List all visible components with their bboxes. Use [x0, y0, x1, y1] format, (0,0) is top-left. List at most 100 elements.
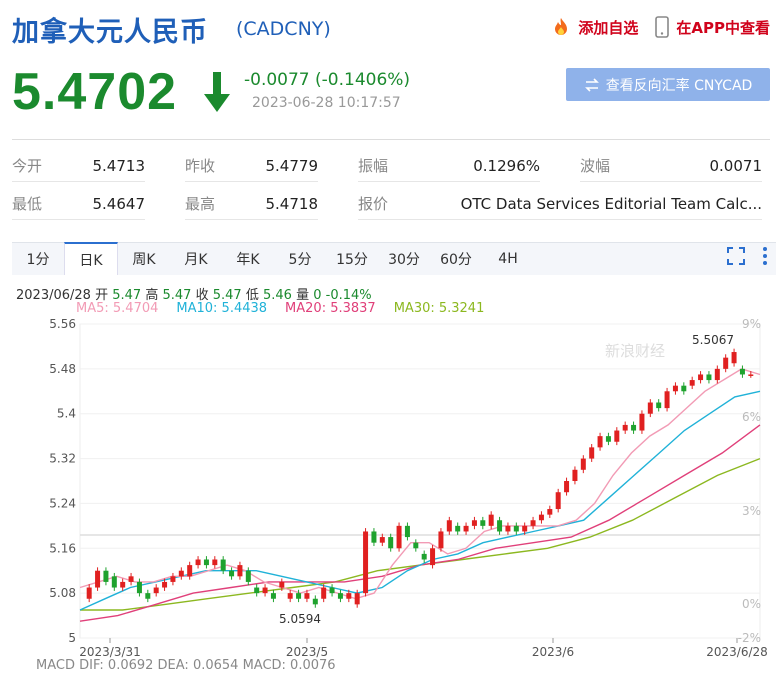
candle-body — [128, 576, 134, 582]
candle-body — [488, 514, 494, 526]
candle-body — [522, 525, 528, 532]
tab-period[interactable]: 15分 — [336, 252, 368, 268]
candle-body — [379, 537, 385, 543]
plot-frame — [79, 323, 761, 639]
ma-legend-item: MA20: 5.3837 — [285, 301, 376, 316]
ma-legend-item: MA30: 5.3241 — [393, 301, 485, 316]
candle-body — [195, 559, 201, 566]
add-watchlist-label: 添加自选 — [578, 18, 639, 37]
x-tick-label: 2023/6/28 — [706, 645, 768, 658]
candle-body — [212, 559, 218, 566]
symbol-code: (CADCNY) — [236, 18, 331, 40]
annotation-low: 5.0594 — [279, 612, 321, 626]
candle-body — [396, 525, 402, 549]
candle-body — [664, 391, 670, 409]
ohlc-close-label: 收 — [195, 288, 209, 303]
candle-body — [589, 447, 595, 459]
tab-period[interactable]: 5分 — [288, 252, 312, 268]
ohlc-high-label: 高 — [145, 288, 159, 303]
candlestick-chart[interactable]: 5.565.485.45.325.245.165.0859%6%3%0%-2%2… — [0, 316, 776, 658]
stat-label: 最高 — [185, 195, 216, 213]
ohlc-summary: 2023/06/28 开 5.47 高 5.47 收 5.47 低 5.46 量… — [16, 284, 372, 303]
candle-body — [538, 514, 544, 521]
candle-body — [706, 374, 712, 381]
divider — [12, 139, 770, 140]
candle-body — [337, 593, 343, 599]
fire-icon — [555, 18, 568, 35]
stat-label: 今开 — [12, 157, 43, 175]
candle-body — [723, 357, 729, 369]
candle-body — [95, 570, 101, 588]
candle-body — [304, 593, 310, 599]
candle-body — [614, 430, 620, 442]
candle-body — [220, 559, 226, 571]
arrow-down-icon — [204, 72, 230, 112]
y-right-tick-label: 3% — [742, 504, 761, 518]
y-tick-label: 5.24 — [49, 496, 76, 510]
tab-period[interactable]: 60分 — [440, 252, 472, 268]
stat-low: 最低 5.4647 — [12, 189, 145, 220]
candle-body — [136, 581, 142, 594]
candle-body — [672, 385, 678, 392]
chart-tools — [726, 246, 768, 266]
fullscreen-icon[interactable] — [726, 246, 746, 266]
stat-value: 5.4713 — [92, 156, 146, 175]
y-tick-label: 5.56 — [49, 317, 76, 331]
stat-quote-source: 报价 OTC Data Services Editorial Team Calc.… — [358, 189, 762, 220]
ohlc-open-label: 开 — [95, 288, 109, 303]
candle-body — [631, 424, 637, 431]
y-right-tick-label: 9% — [742, 317, 761, 331]
candle-body — [639, 413, 645, 431]
candle-body — [388, 537, 394, 549]
stat-value: 5.4718 — [265, 194, 319, 213]
quote-time: 2023-06-28 10:17:57 — [252, 95, 401, 111]
ma-legend-item: MA5: 5.4704 — [76, 301, 159, 316]
tab-period[interactable]: 年K — [236, 252, 260, 268]
tab-period[interactable]: 周K — [132, 252, 156, 268]
ohlc-date: 2023/06/28 — [16, 288, 91, 303]
add-watchlist-button[interactable]: 添加自选 — [550, 16, 638, 38]
candle-body — [86, 587, 92, 599]
tab-period[interactable]: 月K — [184, 252, 208, 268]
candle-body — [312, 598, 318, 605]
reverse-rate-button[interactable]: 查看反向汇率 CNYCAD — [566, 68, 770, 101]
candle-body — [170, 576, 176, 582]
tab-period[interactable]: 1分 — [26, 252, 50, 268]
candle-body — [446, 520, 452, 532]
candle-body — [145, 593, 151, 599]
candle-body — [363, 531, 369, 594]
candle-body — [270, 593, 276, 599]
tab-period[interactable]: 30分 — [388, 252, 420, 268]
candle-body — [296, 593, 302, 599]
stat-value: 5.4647 — [92, 194, 146, 213]
candle-body — [346, 593, 352, 599]
candle-body — [329, 587, 335, 594]
y-tick-label: 5.48 — [49, 362, 76, 376]
stats-row: 今开 5.4713 昨收 5.4779 振幅 0.1296% 波幅 0.0071 — [12, 147, 772, 185]
tab-period[interactable]: 4H — [498, 251, 518, 267]
candle-body — [580, 458, 586, 470]
more-icon[interactable] — [762, 246, 768, 266]
stat-volatility: 波幅 0.0071 — [580, 151, 762, 182]
y-tick-label: 5.32 — [49, 452, 76, 466]
chart-period-tabs: 1分 日K 周K 月K 年K 5分 15分 30分 60分 4H — [12, 242, 776, 275]
x-tick-label: 2023/5 — [286, 645, 328, 658]
view-in-app-button[interactable]: 在APP中查看 — [654, 16, 770, 38]
candle-body — [279, 581, 285, 588]
stat-label: 昨收 — [185, 157, 216, 175]
candle-body — [497, 520, 503, 532]
view-in-app-label: 在APP中查看 — [676, 18, 770, 37]
candle-body — [547, 509, 553, 515]
ohlc-close: 5.47 — [212, 288, 242, 303]
candle-body — [480, 520, 486, 526]
page-title: 加拿大元人民币 — [12, 17, 208, 48]
y-tick-label: 5.16 — [49, 541, 76, 555]
reverse-rate-label: 查看反向汇率 CNYCAD — [605, 77, 753, 94]
y-tick-label: 5.08 — [49, 586, 76, 600]
tab-period[interactable]: 日K — [64, 242, 118, 275]
stats-row: 最低 5.4647 最高 5.4718 报价 OTC Data Services Ed… — [12, 185, 772, 223]
candle-body — [505, 525, 511, 532]
candle-body — [564, 481, 570, 493]
header-actions: 添加自选 在APP中查看 — [550, 16, 770, 38]
candle-body — [463, 525, 469, 532]
